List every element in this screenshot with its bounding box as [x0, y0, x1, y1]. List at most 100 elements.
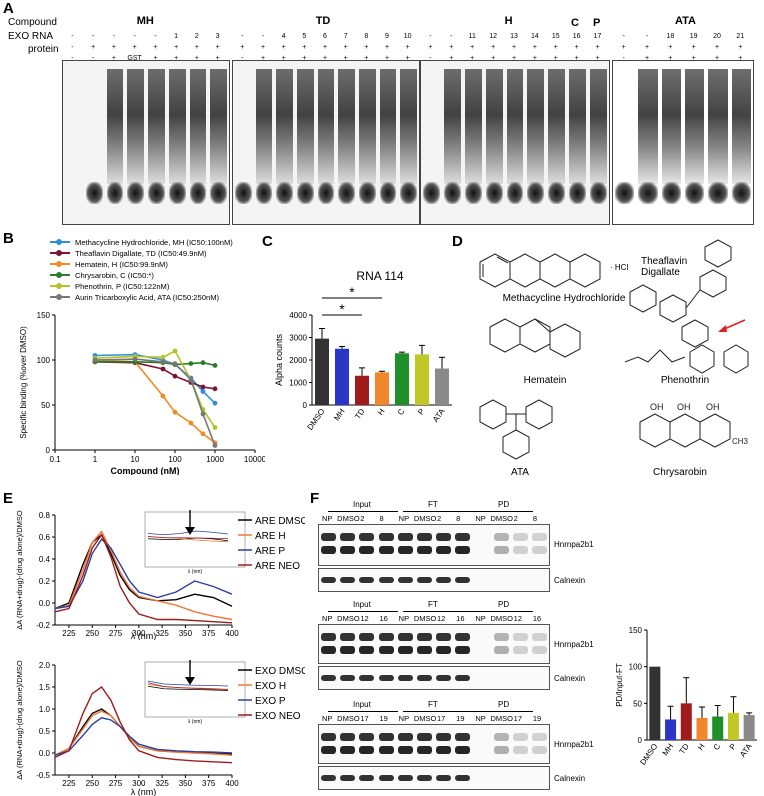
free-rna-band — [464, 182, 482, 204]
blot-lane-label: 17 — [360, 714, 369, 723]
blot-lane-label: 8 — [379, 514, 384, 523]
gel-lane — [255, 61, 273, 224]
data-point — [200, 389, 206, 394]
free-rna-band — [276, 182, 293, 204]
gel-lane — [731, 61, 751, 224]
spectrum-line — [54, 717, 233, 756]
lane-compound-mark: 5 — [302, 33, 307, 40]
gel-lane — [210, 61, 227, 224]
spectrum-line — [54, 686, 233, 764]
row-label-compound: Compound — [8, 17, 57, 28]
methacycline-name: Methacycline Hydrochloride — [502, 293, 626, 304]
free-rna-band — [485, 182, 503, 204]
protein-band — [359, 746, 375, 754]
lane-compound-mark: 12 — [489, 33, 497, 40]
shifted-complex-band — [317, 69, 335, 184]
shifted-complex-band — [168, 69, 186, 184]
y-axis-label: Specific binding (%over DMSO) — [19, 326, 28, 439]
x-tick-label: 400 — [225, 629, 239, 638]
gel-group-label: TD — [315, 15, 331, 27]
panel-e-label: E — [3, 490, 14, 507]
chrysarobin-structure: OH OH OH CH3 — [639, 402, 749, 448]
x-tick-label: 1000 — [206, 455, 224, 464]
blot-lane-label: 16 — [456, 614, 465, 623]
blot-calnexin — [318, 766, 550, 790]
legend-label: ARE NEO — [255, 561, 300, 572]
spectrum-line — [54, 533, 233, 610]
y-tick-label: 1000 — [289, 379, 307, 388]
protein-band — [436, 646, 452, 654]
legend-item: Theaflavin Digallate, TD (IC50:49.9nM) — [50, 249, 207, 258]
shifted-complex-band — [661, 69, 681, 184]
gel-lane — [297, 61, 314, 224]
shifted-complex-band — [506, 69, 524, 184]
free-rna-band — [168, 182, 186, 204]
gel-image — [232, 60, 420, 225]
panel-c-label: C — [262, 233, 273, 250]
y-tick-label: 0 — [638, 736, 643, 745]
gel-sub-label-c: C — [571, 17, 579, 29]
shifted-complex-band — [255, 69, 273, 184]
legend-item: Aurin Tricarboxylic Acid, ATA (IC50:250n… — [50, 293, 219, 302]
protein-band — [436, 733, 452, 741]
lane-rna-mark: + — [621, 44, 626, 51]
blot-section-line — [403, 611, 473, 612]
calnexin-band — [321, 577, 337, 583]
lane-compound-mark: 16 — [572, 33, 581, 40]
blot-section-label: PD — [498, 700, 510, 709]
gel-lane — [106, 61, 124, 224]
protein-band — [397, 646, 413, 654]
panel-a-label: A — [3, 0, 14, 17]
blot-hnrnpa2b1 — [318, 624, 550, 664]
blot-section-label: FT — [428, 700, 438, 709]
phenothrin-name: Phenothrin — [660, 375, 710, 386]
calnexin-band — [397, 775, 413, 781]
blot-lane-label: DMSO — [413, 514, 437, 523]
x-tick-label: 10000 — [244, 455, 265, 464]
protein-band — [397, 733, 413, 741]
lane-rna-mark: + — [644, 44, 650, 51]
y-tick-label: 3000 — [289, 334, 307, 343]
free-rna-band — [506, 182, 524, 204]
bar — [680, 703, 692, 740]
free-rna-band — [423, 182, 440, 204]
blot-section-line — [328, 511, 398, 512]
calnexin-band — [340, 775, 356, 781]
protein-band — [493, 546, 509, 554]
blot-lane-label: DMSO — [413, 614, 437, 623]
lane-protein-mark: + — [511, 55, 517, 62]
protein-band — [512, 646, 528, 654]
y-tick-label: 4000 — [289, 311, 307, 320]
blot-lane-label: 16 — [532, 614, 542, 623]
protein-band — [512, 746, 528, 754]
lane-rna-mark: + — [691, 44, 696, 51]
blot-protein-label: Calnexin — [554, 576, 586, 585]
y-axis-label: ΔA (RNA+drug)-(drug alone)/DMSO — [15, 510, 24, 630]
lane-protein-mark: + — [691, 55, 696, 62]
gel-lane — [464, 61, 482, 224]
methacycline-structure — [479, 253, 601, 288]
y-tick-label: 0.6 — [39, 533, 51, 542]
lane-protein-mark: + — [153, 55, 158, 62]
category-label: DMSO — [638, 742, 659, 767]
free-rna-band — [615, 182, 635, 204]
blot-lane-label: DMSO — [413, 714, 437, 723]
protein-band — [397, 533, 413, 541]
blot-section-label: Input — [353, 700, 371, 709]
free-rna-band — [189, 182, 207, 204]
free-rna-band — [210, 182, 227, 204]
inset-x-label: λ (nm) — [188, 719, 203, 725]
lane-compound-mark: 14 — [530, 33, 539, 40]
protein-band — [531, 746, 547, 754]
lane-compound-mark: 1 — [174, 33, 179, 40]
y-tick-label: 0.8 — [39, 511, 51, 520]
lane-protein-mark: - — [622, 55, 625, 62]
category-label: C — [396, 407, 407, 417]
series-line — [95, 360, 216, 367]
protein-band — [416, 746, 432, 754]
lane-rna-mark: + — [364, 44, 369, 51]
lane-compound-mark: - — [133, 33, 136, 40]
protein-band — [321, 733, 337, 741]
blot-lane-label: DMSO — [490, 614, 514, 623]
protein-band — [359, 546, 375, 554]
